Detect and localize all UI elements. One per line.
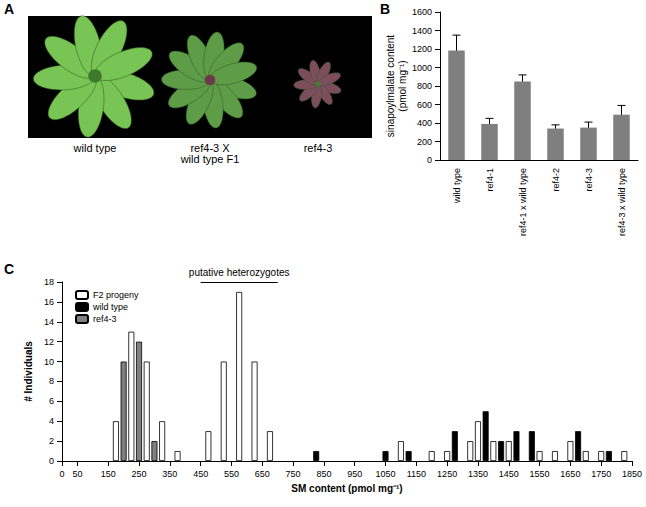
svg-text:2: 2 (49, 436, 54, 446)
svg-text:wild type: wild type (92, 302, 128, 312)
svg-text:ref4-3 X: ref4-3 X (190, 141, 230, 154)
svg-text:950: 950 (347, 469, 362, 479)
svg-text:0: 0 (49, 456, 54, 466)
svg-text:C: C (4, 261, 14, 277)
svg-text:550: 550 (224, 469, 239, 479)
svg-text:4: 4 (49, 416, 54, 426)
svg-text:1650: 1650 (560, 469, 580, 479)
svg-text:350: 350 (162, 469, 177, 479)
svg-text:650: 650 (255, 469, 270, 479)
svg-text:1250: 1250 (437, 469, 457, 479)
svg-text:800: 800 (417, 81, 432, 91)
svg-text:450: 450 (193, 469, 208, 479)
svg-text:wild type F1: wild type F1 (180, 153, 240, 165)
svg-text:putative heterozygotes: putative heterozygotes (189, 267, 290, 278)
svg-text:ref4-3 x wild type: ref4-3 x wild type (617, 168, 627, 236)
svg-text:ref4-3: ref4-3 (304, 142, 333, 154)
svg-text:A: A (4, 1, 14, 17)
svg-text:(pmol mg⁻¹): (pmol mg⁻¹) (397, 60, 408, 111)
svg-text:14: 14 (44, 317, 54, 327)
svg-text:6: 6 (49, 396, 54, 406)
svg-text:16: 16 (44, 297, 54, 307)
svg-text:1750: 1750 (591, 469, 611, 479)
svg-text:1150: 1150 (407, 469, 426, 479)
svg-text:750: 750 (286, 469, 301, 479)
svg-text:50: 50 (72, 469, 82, 479)
svg-text:SM content (pmol mg⁻¹): SM content (pmol mg⁻¹) (291, 483, 402, 494)
svg-text:1200: 1200 (412, 44, 432, 54)
svg-text:250: 250 (132, 469, 147, 479)
svg-text:wild type: wild type (73, 142, 117, 154)
svg-text:850: 850 (316, 469, 331, 479)
svg-text:wild type: wild type (452, 168, 462, 204)
svg-text:1050: 1050 (375, 469, 395, 479)
svg-text:150: 150 (101, 469, 116, 479)
svg-text:0: 0 (59, 469, 64, 479)
svg-text:1850: 1850 (622, 469, 642, 479)
svg-text:18: 18 (44, 277, 54, 287)
svg-text:400: 400 (417, 118, 432, 128)
svg-text:ref4-2: ref4-2 (551, 168, 561, 192)
svg-text:B: B (380, 1, 390, 17)
svg-text:10: 10 (44, 357, 54, 367)
svg-text:1600: 1600 (412, 7, 432, 17)
svg-text:0: 0 (427, 155, 432, 165)
svg-text:600: 600 (417, 100, 432, 110)
svg-text:1350: 1350 (468, 469, 488, 479)
svg-text:# Individuals: # Individuals (23, 341, 34, 402)
svg-text:F2 progeny: F2 progeny (93, 290, 139, 300)
svg-text:sinapoylmalate content: sinapoylmalate content (385, 35, 396, 138)
svg-text:12: 12 (44, 337, 54, 347)
svg-text:ref4-3: ref4-3 (93, 314, 117, 324)
svg-text:1450: 1450 (499, 469, 519, 479)
svg-text:200: 200 (417, 137, 432, 147)
svg-text:1400: 1400 (412, 26, 432, 36)
svg-text:1000: 1000 (412, 63, 432, 73)
svg-text:8: 8 (49, 376, 54, 386)
svg-text:ref4-3: ref4-3 (584, 168, 594, 192)
svg-text:ref4-1: ref4-1 (485, 168, 495, 192)
svg-text:ref4-1 x wild type: ref4-1 x wild type (518, 168, 528, 236)
svg-text:1550: 1550 (530, 469, 550, 479)
